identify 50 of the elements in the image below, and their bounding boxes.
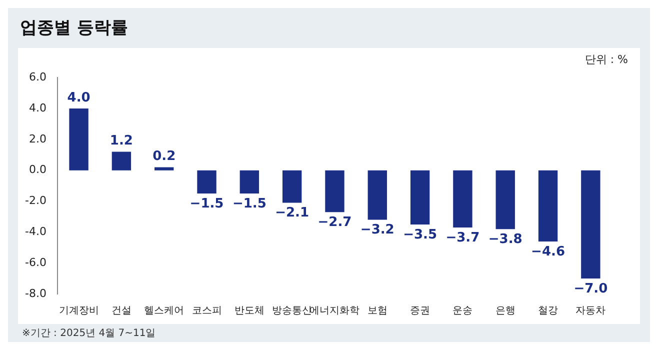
- x-tick-label: 방송통신: [272, 306, 312, 317]
- bar: [496, 170, 515, 230]
- x-tick-label: 자동차: [576, 306, 606, 317]
- x-tick-label: 증권: [410, 306, 430, 317]
- bar: [240, 170, 260, 194]
- x-tick-label: 코스피: [192, 306, 222, 317]
- text: 단위 : %: [584, 52, 628, 67]
- x-tick-label: 반도체: [234, 306, 264, 317]
- x-tick-label: 철강: [538, 306, 558, 317]
- bar: [410, 170, 430, 224]
- data-label: −3.5: [403, 227, 438, 242]
- data-label: 1.2: [110, 134, 133, 149]
- data-label: −3.8: [488, 232, 522, 247]
- bar: [282, 170, 302, 203]
- x-tick-label: 보험: [367, 306, 388, 317]
- x-tick-label: 기계장비: [58, 306, 99, 317]
- x-tick-label: 헬스케어: [144, 306, 184, 317]
- y-tick-label: 4.0: [28, 101, 46, 114]
- y-tick-label: -2.0: [24, 194, 46, 208]
- bar: [453, 170, 472, 228]
- bar: [325, 170, 344, 212]
- data-label: −3.2: [360, 222, 394, 238]
- data-label: 4.0: [67, 90, 90, 106]
- y-tick-label: -4.0: [24, 225, 46, 238]
- bar: [538, 170, 558, 242]
- x-tick-label: 건설: [111, 306, 132, 317]
- chart-title: 업종별 등락률: [20, 17, 128, 39]
- y-tick-label: -6.0: [24, 256, 46, 269]
- y-tick-label: 6.0: [28, 70, 46, 84]
- data-label: −7.0: [574, 281, 608, 296]
- bar: [368, 170, 387, 220]
- data-label: −3.7: [446, 230, 480, 246]
- y-tick-label: 2.0: [28, 132, 46, 146]
- data-label: −2.1: [275, 206, 310, 221]
- bar: [69, 108, 88, 170]
- data-label: −1.5: [232, 196, 266, 212]
- y-tick-label: 0.0: [28, 163, 46, 176]
- bar: [581, 170, 600, 279]
- data-label: 0.2: [152, 149, 176, 164]
- bar: [197, 170, 216, 194]
- data-label: −1.5: [190, 196, 224, 212]
- x-tick-label: 에너지화학: [310, 306, 360, 317]
- y-tick-label: -8.0: [24, 286, 46, 300]
- data-label: −4.6: [531, 244, 565, 260]
- bar: [154, 167, 174, 170]
- x-tick-label: 은행: [495, 306, 516, 317]
- data-label: −2.7: [318, 214, 352, 230]
- bar: [112, 152, 132, 170]
- text: ※기간 : 2025년 4월 7~11일: [22, 327, 156, 340]
- x-tick-label: 운송: [452, 306, 473, 317]
